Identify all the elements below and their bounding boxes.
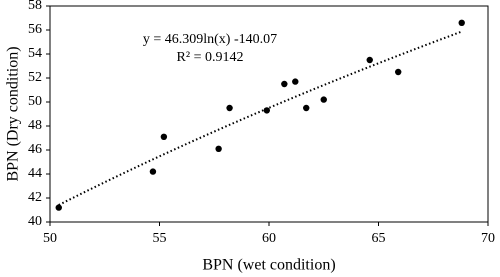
trendline: [58, 30, 463, 206]
point: [366, 56, 373, 64]
y-tick-label: 50: [28, 94, 42, 109]
y-tick-label: 46: [28, 142, 42, 157]
point: [395, 68, 402, 76]
point: [320, 96, 327, 103]
y-tick-label: 58: [28, 0, 42, 13]
x-axis-label: BPN (wet condition): [202, 257, 335, 274]
point: [263, 107, 271, 114]
point: [226, 104, 233, 112]
x-tick-label: 65: [372, 231, 386, 246]
point: [149, 168, 157, 175]
point: [458, 19, 465, 26]
r-squared: R² = 0.9142: [177, 50, 244, 65]
point: [292, 78, 299, 85]
y-tick-label: 54: [28, 46, 42, 61]
equation: y = 46.309ln(x) -140.07: [143, 32, 277, 47]
y-tick-label: 40: [28, 214, 42, 229]
y-axis-label: BPN (Dry condition): [5, 46, 22, 181]
x-tick-label: 50: [43, 231, 57, 246]
point: [55, 204, 62, 211]
y-tick-label: 44: [28, 166, 42, 181]
x-tick-label: 55: [153, 231, 167, 246]
y-tick-label: 42: [28, 190, 42, 205]
y-tick-label: 56: [28, 22, 42, 37]
y-tick-label: 48: [28, 118, 42, 133]
point: [215, 145, 222, 152]
point: [160, 133, 168, 140]
x-tick-label: 60: [262, 231, 276, 246]
x-tick-label: 70: [481, 231, 495, 246]
y-tick-label: 52: [28, 70, 42, 85]
point: [281, 80, 288, 88]
point: [303, 104, 310, 112]
